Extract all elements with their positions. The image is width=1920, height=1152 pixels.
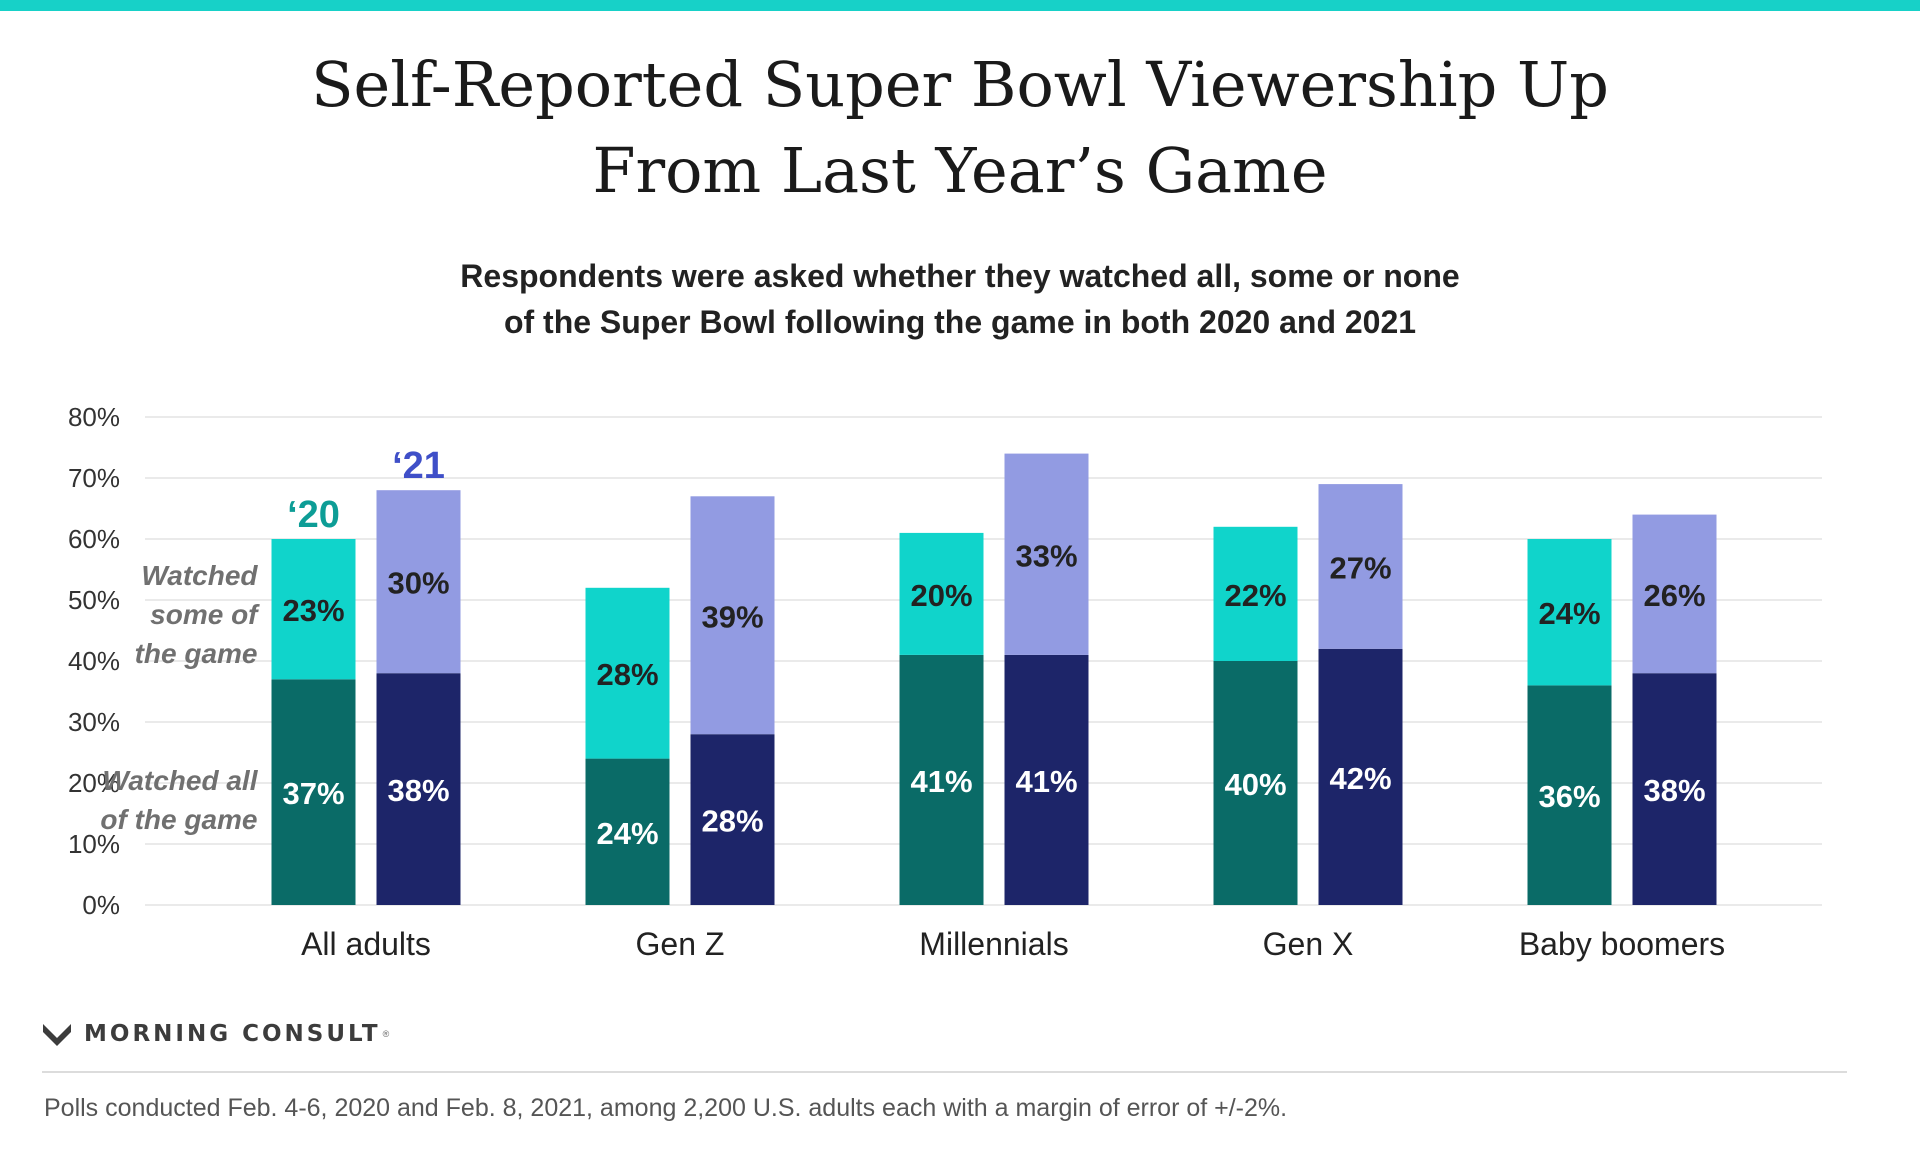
y-tick-label: 30% bbox=[68, 707, 120, 737]
brand-logo: MORNING CONSULT ® bbox=[42, 1016, 389, 1052]
year-label-2021: ‘21 bbox=[392, 445, 445, 487]
bar-all-2021 bbox=[376, 673, 461, 905]
bar-some-2021 bbox=[1318, 484, 1403, 649]
brand-name: MORNING CONSULT bbox=[84, 1021, 381, 1047]
y-tick-label: 10% bbox=[68, 829, 120, 859]
bar-some-2020 bbox=[585, 587, 670, 759]
data-label-all-2021: 28% bbox=[701, 804, 763, 839]
annotation-some-line: the game bbox=[135, 638, 258, 669]
data-label-all-2020: 41% bbox=[910, 764, 972, 799]
data-label-all-2020: 24% bbox=[596, 816, 658, 851]
y-tick-label: 40% bbox=[68, 646, 120, 676]
data-label-some-2020: 28% bbox=[596, 657, 658, 692]
data-label-all-2021: 38% bbox=[387, 773, 449, 808]
bar-some-2021 bbox=[1632, 514, 1717, 674]
annotation-all-line: Watched all bbox=[102, 765, 258, 796]
bar-some-2020 bbox=[1527, 539, 1612, 686]
data-label-all-2020: 37% bbox=[282, 776, 344, 811]
footnote: Polls conducted Feb. 4-6, 2020 and Feb. … bbox=[44, 1094, 1288, 1122]
data-label-all-2021: 42% bbox=[1329, 761, 1391, 796]
chart-subtitle-line-1: Respondents were asked whether they watc… bbox=[460, 258, 1460, 294]
data-label-all-2020: 40% bbox=[1224, 767, 1286, 802]
data-label-some-2020: 23% bbox=[282, 593, 344, 628]
chart-subtitle: Respondents were asked whether they watc… bbox=[0, 253, 1920, 345]
data-label-some-2021: 33% bbox=[1015, 538, 1077, 573]
y-tick-label: 50% bbox=[68, 585, 120, 615]
bar-all-2020 bbox=[271, 679, 356, 905]
data-label-some-2020: 22% bbox=[1224, 578, 1286, 613]
chart-title: Self-Reported Super Bowl Viewership Up F… bbox=[0, 42, 1920, 214]
bar-all-2021 bbox=[1004, 654, 1089, 905]
data-label-some-2021: 26% bbox=[1643, 578, 1705, 613]
category-label: Baby boomers bbox=[1519, 926, 1725, 962]
data-label-some-2021: 39% bbox=[701, 599, 763, 634]
footer-divider bbox=[42, 1071, 1847, 1073]
category-label: All adults bbox=[301, 926, 431, 962]
y-tick-label: 60% bbox=[68, 524, 120, 554]
bar-some-2021 bbox=[1004, 453, 1089, 655]
y-tick-label: 80% bbox=[68, 402, 120, 432]
bar-some-2021 bbox=[690, 496, 775, 735]
annotation-some-line: Watched bbox=[141, 560, 258, 591]
bar-all-2020 bbox=[899, 654, 984, 905]
bar-all-2020 bbox=[1213, 661, 1298, 905]
chart-subtitle-line-2: of the Super Bowl following the game in … bbox=[503, 304, 1417, 340]
bar-all-2021 bbox=[1632, 673, 1717, 905]
morning-consult-logo-icon bbox=[43, 1024, 71, 1046]
year-label-2020: ‘20 bbox=[287, 494, 340, 536]
y-tick-label: 20% bbox=[68, 768, 120, 798]
category-label: Gen X bbox=[1263, 926, 1354, 962]
data-label-all-2020: 36% bbox=[1538, 779, 1600, 814]
bar-all-2020 bbox=[585, 758, 670, 905]
bar-some-2021 bbox=[376, 490, 461, 674]
bar-some-2020 bbox=[899, 532, 984, 655]
data-label-some-2021: 30% bbox=[387, 566, 449, 601]
brand-registered-mark: ® bbox=[382, 1029, 390, 1039]
annotation-all-line: of the game bbox=[100, 804, 257, 835]
bar-all-2021 bbox=[1318, 648, 1403, 905]
y-tick-label: 0% bbox=[82, 890, 120, 920]
stacked-bar-chart: 0% 10% 20% 30% 40% 50% 60% 70% 80% 37% 23% ‘20 38% 30… bbox=[68, 402, 1822, 962]
data-label-some-2020: 20% bbox=[910, 578, 972, 613]
category-label: Millennials bbox=[919, 926, 1068, 962]
y-tick-label: 70% bbox=[68, 463, 120, 493]
top-accent-bar bbox=[0, 0, 1920, 11]
bar-some-2020 bbox=[271, 539, 356, 680]
bar-all-2020 bbox=[1527, 685, 1612, 905]
data-label-all-2021: 38% bbox=[1643, 773, 1705, 808]
bar-all-2021 bbox=[690, 734, 775, 905]
category-label: Gen Z bbox=[636, 926, 725, 962]
chart-title-line-1: Self-Reported Super Bowl Viewership Up bbox=[311, 48, 1609, 121]
data-label-some-2021: 27% bbox=[1329, 550, 1391, 585]
chart-title-line-2: From Last Year’s Game bbox=[592, 134, 1328, 207]
annotation-some-line: some of bbox=[150, 599, 260, 630]
bar-some-2020 bbox=[1213, 526, 1298, 661]
data-label-some-2020: 24% bbox=[1538, 596, 1600, 631]
data-label-all-2021: 41% bbox=[1015, 764, 1077, 799]
